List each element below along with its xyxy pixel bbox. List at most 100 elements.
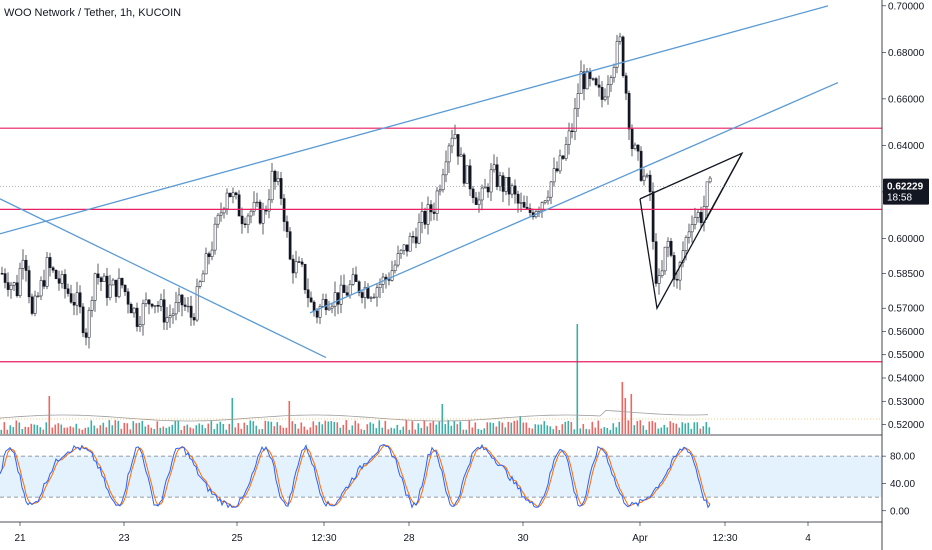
candle-body bbox=[696, 212, 700, 218]
volume-bar bbox=[258, 429, 261, 434]
volume-bar bbox=[528, 427, 531, 434]
volume-bar bbox=[312, 421, 315, 434]
candle-body bbox=[561, 155, 565, 159]
volume-bar bbox=[144, 426, 147, 434]
volume-bar bbox=[444, 424, 447, 434]
volume-bar bbox=[372, 423, 375, 434]
volume-bar bbox=[501, 422, 504, 434]
candle-body bbox=[474, 197, 478, 205]
volume-bar bbox=[138, 422, 141, 434]
candle-body bbox=[240, 215, 244, 225]
price-axis-label: 0.68000 bbox=[888, 48, 925, 59]
volume-bar bbox=[597, 420, 600, 434]
volume-bar bbox=[474, 422, 477, 434]
volume-bar bbox=[621, 382, 624, 434]
time-axis[interactable]: 21 23 25 12:30 28 30 Apr 12:30 4 bbox=[14, 522, 811, 544]
candle-body bbox=[705, 181, 709, 207]
volume-bar bbox=[696, 422, 699, 434]
volume-bar bbox=[426, 426, 429, 434]
volume-bar bbox=[57, 423, 60, 434]
volume-bar bbox=[396, 424, 399, 434]
triangle-outline[interactable] bbox=[639, 151, 744, 311]
candle-body bbox=[612, 66, 616, 78]
chart-title: WOO Network / Tether, 1h, KUCOIN bbox=[4, 7, 181, 19]
candle-body bbox=[333, 292, 337, 307]
candle-body bbox=[6, 282, 10, 290]
candle-body bbox=[609, 77, 613, 85]
candle-body bbox=[285, 221, 289, 232]
volume-bar bbox=[504, 427, 507, 434]
trend-line[interactable] bbox=[0, 5, 829, 235]
trend-line[interactable] bbox=[0, 198, 327, 359]
volume-bar bbox=[300, 422, 303, 434]
volume-bar bbox=[681, 422, 684, 434]
candle-body bbox=[27, 270, 31, 298]
candle-body bbox=[378, 284, 382, 289]
volume-bar bbox=[660, 427, 663, 434]
candle-body bbox=[660, 270, 664, 276]
volume-bar bbox=[120, 428, 123, 434]
price-axis-label: 0.52000 bbox=[888, 420, 925, 431]
price-axis-label: 0.54000 bbox=[888, 374, 925, 385]
candle-body bbox=[162, 299, 166, 323]
volume-bar bbox=[30, 423, 33, 434]
candle-body bbox=[420, 211, 424, 223]
candle-body bbox=[471, 188, 475, 198]
volume-bar bbox=[348, 429, 351, 434]
volume-bar bbox=[630, 394, 633, 434]
candle-body bbox=[588, 70, 592, 79]
volume-bar bbox=[60, 424, 63, 434]
candle-body bbox=[579, 71, 583, 94]
volume-bar bbox=[465, 429, 468, 434]
candle-body bbox=[69, 293, 73, 303]
volume-bar bbox=[228, 423, 231, 434]
volume-bar bbox=[645, 429, 648, 434]
trend-line[interactable] bbox=[309, 81, 839, 314]
candle-body bbox=[519, 202, 523, 204]
volume-bar bbox=[654, 422, 657, 434]
volume-bar bbox=[270, 421, 273, 434]
candle-body bbox=[282, 198, 286, 222]
price-axis-label: 0.55000 bbox=[888, 350, 925, 361]
candle-body bbox=[330, 305, 334, 309]
candle-body bbox=[393, 264, 397, 272]
volume-bar bbox=[96, 428, 99, 434]
volume-bar bbox=[363, 429, 366, 434]
trend-lines[interactable] bbox=[0, 5, 839, 359]
candle-body bbox=[147, 299, 151, 305]
volume-bar bbox=[171, 424, 174, 434]
stochastic-axis[interactable]: 80.00 40.00 0.00 bbox=[882, 452, 915, 518]
candle-body bbox=[636, 144, 640, 152]
candle-body bbox=[30, 296, 34, 314]
price-axis[interactable]: 0.700000.680000.660000.640000.620000.600… bbox=[882, 1, 925, 431]
volume-bar bbox=[480, 429, 483, 434]
candle-body bbox=[99, 277, 103, 282]
candle-body bbox=[297, 261, 301, 263]
volume-bar bbox=[222, 423, 225, 434]
volume-bar bbox=[588, 429, 591, 434]
candle-body bbox=[129, 304, 133, 314]
candle-body bbox=[402, 244, 406, 251]
candle-body bbox=[654, 241, 658, 284]
candle-body bbox=[165, 317, 169, 323]
candle-body bbox=[21, 259, 25, 269]
candle-body bbox=[309, 297, 313, 303]
candle-body bbox=[15, 282, 19, 297]
volume-bar bbox=[417, 423, 420, 434]
candle-body bbox=[306, 289, 310, 299]
volume-bar bbox=[141, 420, 144, 434]
candle-body bbox=[66, 288, 70, 294]
volume-bar bbox=[255, 425, 258, 434]
volume-bar bbox=[609, 429, 612, 434]
candle-body bbox=[315, 310, 319, 318]
volume-bar bbox=[93, 425, 96, 434]
candle-body bbox=[42, 280, 46, 287]
stochastic-axis-label: 80.00 bbox=[890, 452, 915, 463]
candle-body bbox=[243, 223, 247, 225]
candle-body bbox=[252, 202, 256, 212]
candle-body bbox=[450, 137, 454, 147]
candle-body bbox=[357, 281, 361, 293]
stochastic-axis-label: 40.00 bbox=[890, 479, 915, 490]
volume-bar bbox=[486, 422, 489, 434]
